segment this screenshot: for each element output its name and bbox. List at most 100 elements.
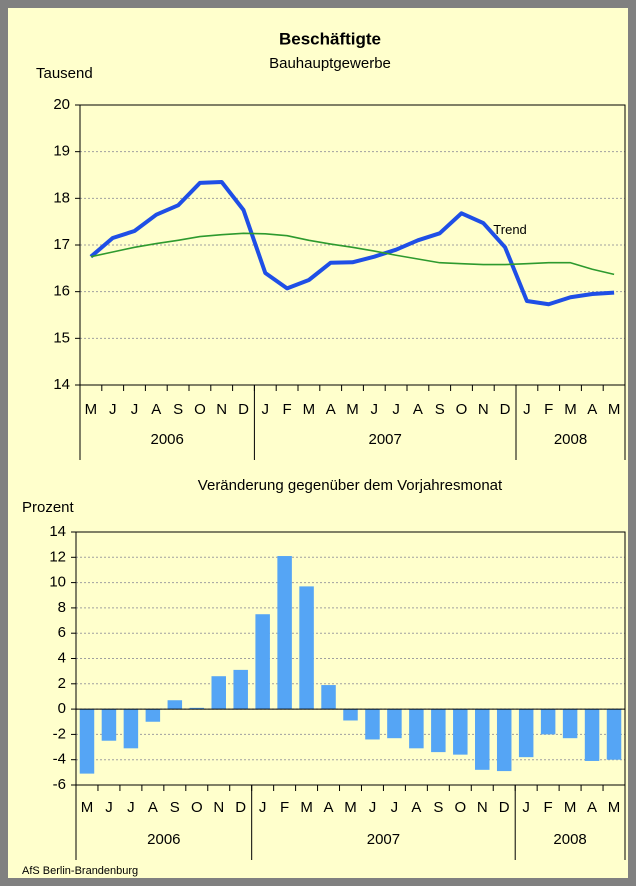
x-tick-label: S	[170, 799, 180, 816]
chart-title: Beschäftigte	[279, 29, 381, 48]
x-tick-label: F	[280, 799, 289, 816]
bar	[387, 709, 402, 739]
y-tick-label: 2	[58, 675, 66, 692]
plot-area	[79, 104, 626, 386]
y-axis-label: Prozent	[22, 499, 75, 516]
y-axis-label: Tausend	[36, 65, 93, 82]
x-tick-label: A	[413, 401, 423, 418]
y-tick-label: 0	[58, 700, 66, 717]
x-tick-label: A	[587, 401, 597, 418]
y-tick-label: 19	[53, 143, 70, 160]
x-tick-label: M	[346, 401, 359, 418]
y-tick-label: 15	[53, 329, 70, 346]
x-tick-label: J	[391, 799, 399, 816]
x-tick-label: A	[324, 799, 334, 816]
bar	[189, 707, 205, 710]
source-note: AfS Berlin-Brandenburg	[22, 865, 138, 877]
chart-title: Veränderung gegenüber dem Vorjahresmonat	[198, 477, 503, 494]
bar	[167, 700, 183, 710]
x-tick-label: J	[369, 799, 377, 816]
y-tick-label: 4	[58, 649, 66, 666]
year-label: 2006	[151, 431, 184, 448]
bar	[79, 709, 95, 774]
x-tick-label: O	[194, 401, 206, 418]
x-tick-label: J	[392, 401, 400, 418]
x-tick-label: A	[411, 799, 421, 816]
bar	[343, 709, 358, 721]
y-tick-label: 18	[53, 189, 70, 206]
bar	[365, 709, 380, 740]
bar	[562, 709, 578, 739]
x-tick-label: A	[326, 401, 336, 418]
x-tick-label: O	[191, 799, 203, 816]
bar	[211, 676, 226, 710]
y-tick-label: 14	[53, 376, 70, 393]
plot-area	[75, 531, 626, 786]
y-tick-label: 12	[49, 548, 66, 565]
bar	[606, 709, 622, 760]
bar	[475, 709, 490, 770]
x-tick-label: J	[371, 401, 379, 418]
bar	[101, 709, 117, 741]
x-tick-label: D	[500, 401, 511, 418]
bar	[123, 709, 139, 749]
y-tick-label: -4	[53, 751, 66, 768]
bar	[233, 669, 248, 710]
x-tick-label: D	[238, 401, 249, 418]
bar	[431, 709, 446, 753]
year-label: 2007	[369, 431, 402, 448]
x-tick-label: F	[544, 401, 553, 418]
x-tick-label: J	[105, 799, 113, 816]
x-tick-label: M	[85, 401, 98, 418]
bar	[299, 586, 314, 710]
x-tick-label: O	[456, 401, 468, 418]
series-line	[90, 232, 615, 276]
y-tick-label: 10	[49, 574, 66, 591]
x-tick-label: S	[433, 799, 443, 816]
x-tick-label: J	[523, 401, 531, 418]
y-tick-label: 14	[49, 523, 66, 540]
x-tick-label: D	[235, 799, 246, 816]
x-tick-label: M	[564, 799, 577, 816]
x-tick-label: J	[127, 799, 135, 816]
x-tick-label: J	[259, 799, 267, 816]
x-tick-label: O	[454, 799, 466, 816]
x-tick-label: J	[262, 401, 270, 418]
y-tick-label: 17	[53, 236, 70, 253]
y-tick-label: 20	[53, 96, 70, 113]
bar	[540, 709, 556, 735]
x-tick-label: F	[283, 401, 292, 418]
chart-subtitle: Bauhauptgewerbe	[269, 55, 391, 72]
x-tick-label: D	[499, 799, 510, 816]
x-tick-label: S	[435, 401, 445, 418]
year-label: 2007	[367, 831, 400, 848]
x-tick-label: M	[344, 799, 357, 816]
bar	[255, 614, 270, 710]
x-tick-label: M	[608, 401, 621, 418]
x-tick-label: N	[478, 401, 489, 418]
x-tick-label: J	[522, 799, 530, 816]
background	[8, 8, 628, 878]
x-tick-label: S	[173, 401, 183, 418]
series-annotation: Trend	[493, 222, 526, 237]
bar	[453, 709, 468, 755]
bar	[277, 556, 292, 710]
x-tick-label: J	[109, 401, 117, 418]
x-tick-label: M	[303, 401, 316, 418]
bar	[409, 709, 424, 749]
year-label: 2006	[147, 831, 180, 848]
y-tick-label: 6	[58, 624, 66, 641]
x-tick-label: J	[131, 401, 139, 418]
bar	[321, 685, 336, 710]
bar	[496, 709, 512, 772]
x-tick-label: M	[300, 799, 313, 816]
x-tick-label: M	[81, 799, 94, 816]
x-tick-label: N	[216, 401, 227, 418]
x-tick-label: F	[544, 799, 553, 816]
bar	[584, 709, 600, 761]
y-tick-label: -2	[53, 725, 66, 742]
x-tick-label: A	[148, 799, 158, 816]
x-tick-label: M	[608, 799, 621, 816]
x-tick-label: A	[151, 401, 161, 418]
